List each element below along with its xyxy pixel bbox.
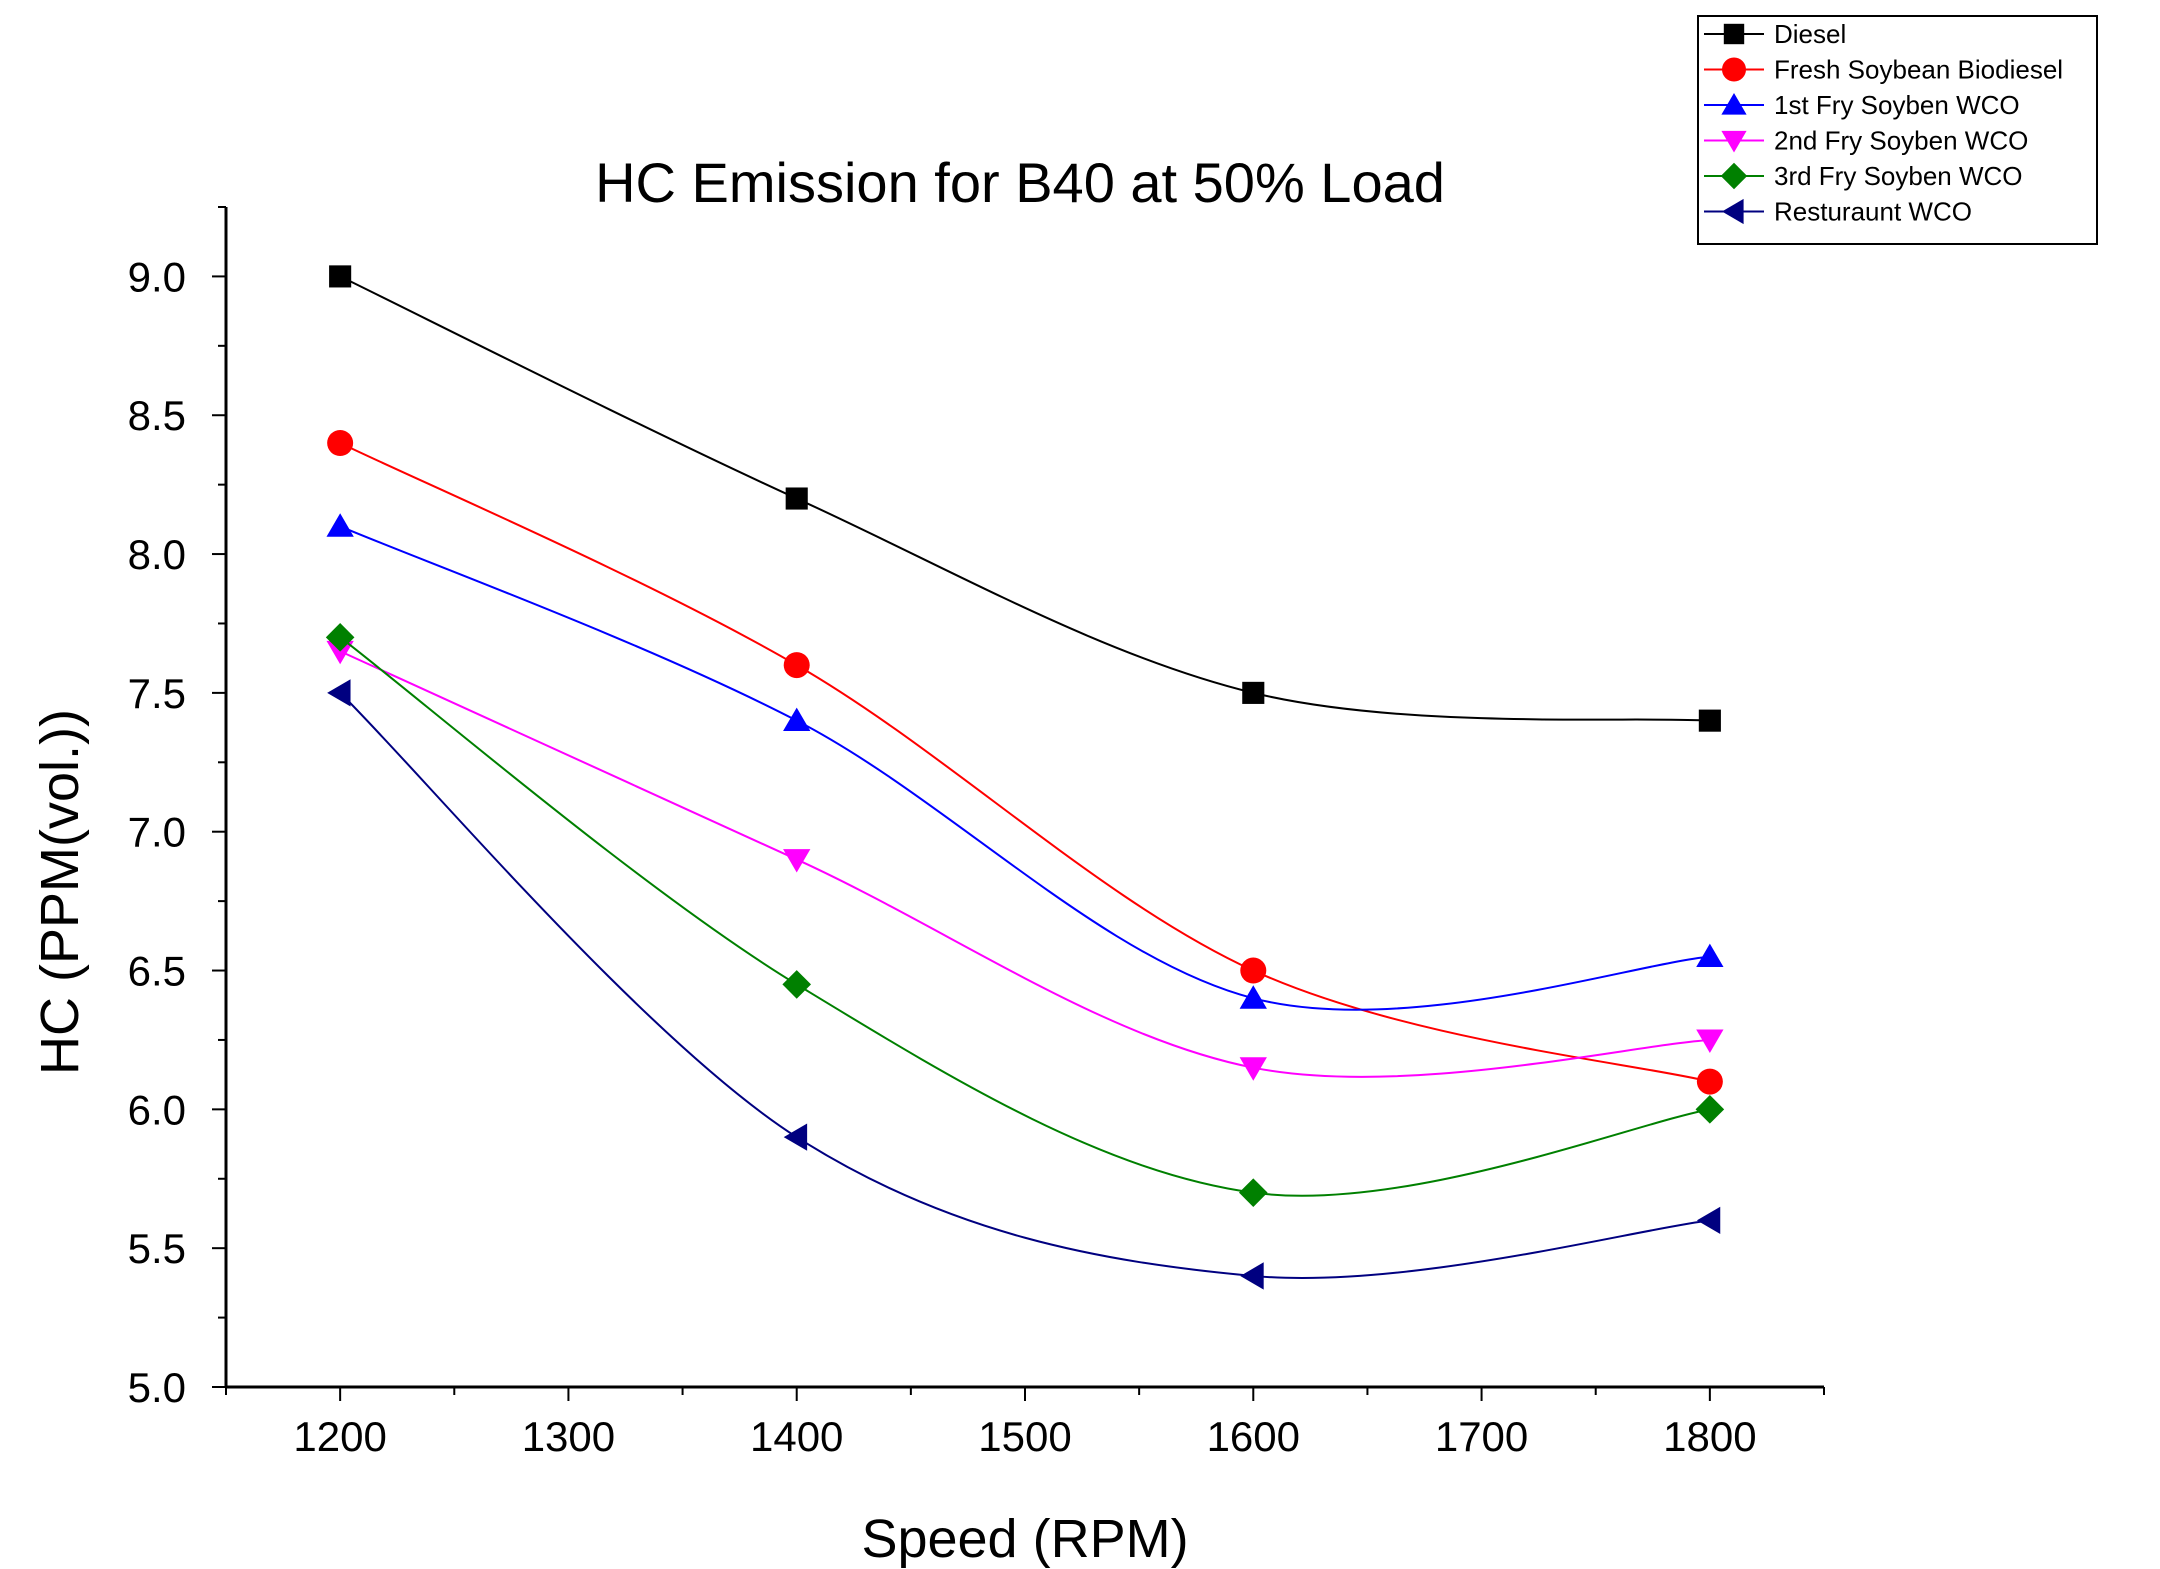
data-point [329, 265, 352, 288]
y-tick-label: 6.5 [128, 948, 186, 995]
data-point [1239, 985, 1267, 1009]
data-point [326, 513, 354, 537]
series-line [339, 442, 1711, 1083]
data-point [1696, 943, 1724, 968]
y-axis-title: HC (PPM(vol.)) [30, 709, 90, 1075]
data-point [782, 970, 812, 999]
y-tick-label: 5.5 [128, 1225, 186, 1272]
x-tick-label: 1500 [978, 1413, 1071, 1460]
data-point [783, 849, 811, 873]
series-line [339, 650, 1710, 1078]
data-point [1696, 1029, 1724, 1053]
series-1 [329, 265, 1721, 732]
x-axis-title: Speed (RPM) [861, 1509, 1188, 1569]
data-point [1695, 1095, 1725, 1124]
legend-item: 1st Fry Soyben WCO [1704, 90, 2020, 120]
series-line [339, 525, 1710, 1011]
legend: Diesel Fresh Soybean Biodiesel 1st Fry Soy… [1697, 15, 2098, 245]
data-point [1242, 681, 1265, 704]
data-point [785, 487, 808, 510]
x-tick-label: 1200 [293, 1413, 386, 1460]
data-point [1696, 1206, 1721, 1235]
legend-box [1697, 15, 2098, 245]
y-tick-label: 8.0 [128, 531, 186, 578]
x-tick-label: 1400 [750, 1413, 843, 1460]
y-tick-label: 7.5 [128, 670, 186, 717]
legend-item: Resturaunt WCO [1704, 197, 1972, 227]
series-4 [326, 640, 1724, 1081]
legend-label: 1st Fry Soyben WCO [1774, 90, 2020, 120]
chart-title: HC Emission for B40 at 50% Load [595, 151, 1445, 214]
data-point [1698, 709, 1721, 732]
data-point [327, 679, 351, 707]
legend-item: Diesel [1704, 19, 1846, 49]
legend-label: 2nd Fry Soyben WCO [1774, 126, 2028, 156]
data-point [325, 623, 355, 652]
series-line [339, 692, 1710, 1279]
y-tick-label: 7.0 [128, 809, 186, 856]
series-layer [325, 265, 1725, 1290]
y-tick-label: 6.0 [128, 1086, 186, 1133]
series-3 [326, 513, 1724, 1011]
y-tick-label: 5.0 [128, 1364, 186, 1411]
legend-label: Fresh Soybean Biodiesel [1774, 55, 2063, 85]
data-point [327, 430, 354, 456]
legend-marker [1721, 130, 1747, 153]
legend-marker [1720, 162, 1748, 190]
data-point [1238, 1178, 1268, 1207]
data-point [1239, 1057, 1267, 1081]
series-2 [327, 430, 1723, 1095]
series-line [339, 275, 1710, 722]
x-tick-label: 1300 [522, 1413, 615, 1460]
data-point [1240, 1262, 1264, 1290]
legend-marker [1722, 57, 1746, 82]
series-5 [325, 623, 1725, 1207]
data-point [1240, 957, 1267, 984]
legend-label: 3rd Fry Soyben WCO [1774, 161, 2023, 191]
data-point [1696, 1068, 1723, 1095]
y-tick-label: 9.0 [128, 253, 186, 300]
x-tick-label: 1600 [1207, 1413, 1300, 1460]
legend-label: Resturaunt WCO [1774, 197, 1972, 227]
legend-marker [1722, 198, 1744, 225]
legend-item: Fresh Soybean Biodiesel [1704, 55, 2063, 85]
data-point [326, 640, 354, 665]
series-line [339, 636, 1711, 1197]
x-tick-label: 1800 [1663, 1413, 1756, 1460]
data-point [783, 1123, 808, 1151]
data-point [783, 652, 810, 679]
series-6 [327, 679, 1721, 1290]
y-tick-label: 8.5 [128, 392, 186, 439]
x-tick-label: 1700 [1435, 1413, 1528, 1460]
legend-item: 2nd Fry Soyben WCO [1704, 126, 2028, 156]
data-point [783, 707, 811, 732]
legend-marker [1723, 23, 1745, 45]
legend-label: Diesel [1774, 19, 1846, 49]
axes: 1200 1300 1400 1500 1600 1700 1800 5.0 5.5 6.0 6.5… [128, 206, 1825, 1460]
legend-marker [1721, 93, 1747, 115]
legend-item: 3rd Fry Soyben WCO [1704, 161, 2023, 191]
